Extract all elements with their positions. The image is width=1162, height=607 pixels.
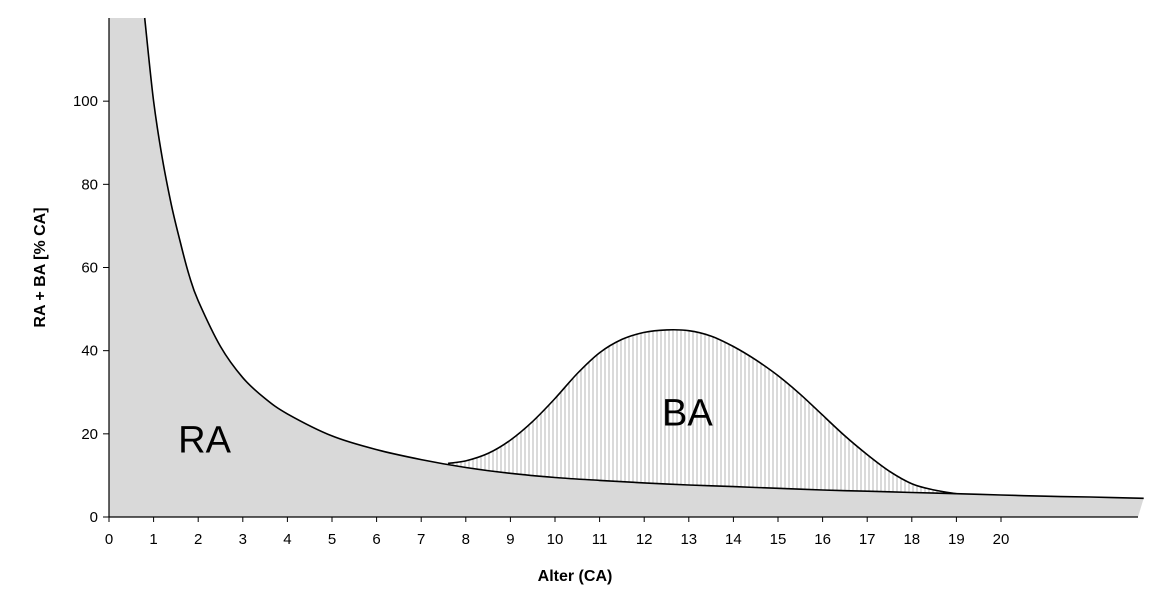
y-ticks: 0 20 40 60 80 100 [73, 93, 109, 526]
ra-line [143, 17, 1144, 500]
x-tick-label: 8 [462, 531, 470, 548]
ba-area-label: BA [662, 393, 713, 435]
x-axis-title: Alter (CA) [538, 568, 613, 585]
x-tick-label: 13 [680, 531, 697, 548]
x-tick-label: 5 [328, 531, 336, 548]
x-tick-label: 3 [239, 531, 247, 548]
x-tick-label: 15 [770, 531, 787, 548]
x-tick-label: 0 [105, 531, 113, 548]
y-tick-label: 60 [81, 260, 98, 277]
x-tick-label: 18 [903, 531, 920, 548]
ra-area-label: RA [178, 420, 231, 462]
x-tick-label: 4 [283, 531, 291, 548]
ra-area [109, 18, 1144, 517]
x-tick-label: 11 [592, 531, 608, 548]
x-tick-label: 6 [372, 531, 380, 548]
x-tick-label: 20 [993, 531, 1010, 548]
x-tick-label: 16 [814, 531, 831, 548]
x-tick-label: 9 [506, 531, 514, 548]
y-tick-label: 0 [90, 509, 98, 526]
y-tick-label: 100 [73, 93, 98, 110]
y-tick-label: 20 [81, 426, 98, 443]
x-tick-label: 19 [948, 531, 965, 548]
x-tick-label: 14 [725, 531, 742, 548]
y-axis-title: RA + BA [% CA] [32, 207, 49, 327]
y-tick-label: 80 [81, 176, 98, 193]
x-tick-label: 17 [859, 531, 876, 548]
x-tick-label: 2 [194, 531, 202, 548]
plot-area [109, 17, 1144, 517]
ba-area [448, 329, 957, 494]
x-tick-label: 1 [149, 531, 157, 548]
y-tick-label: 40 [81, 343, 98, 360]
x-tick-label: 12 [636, 531, 653, 548]
x-tick-label: 10 [547, 531, 564, 548]
x-ticks: 0 1 2 3 4 5 6 7 8 9 10 11 12 13 14 15 16 17 18 19 20 [105, 517, 1010, 548]
ba-line [447, 328, 957, 495]
x-tick-label: 7 [417, 531, 425, 548]
